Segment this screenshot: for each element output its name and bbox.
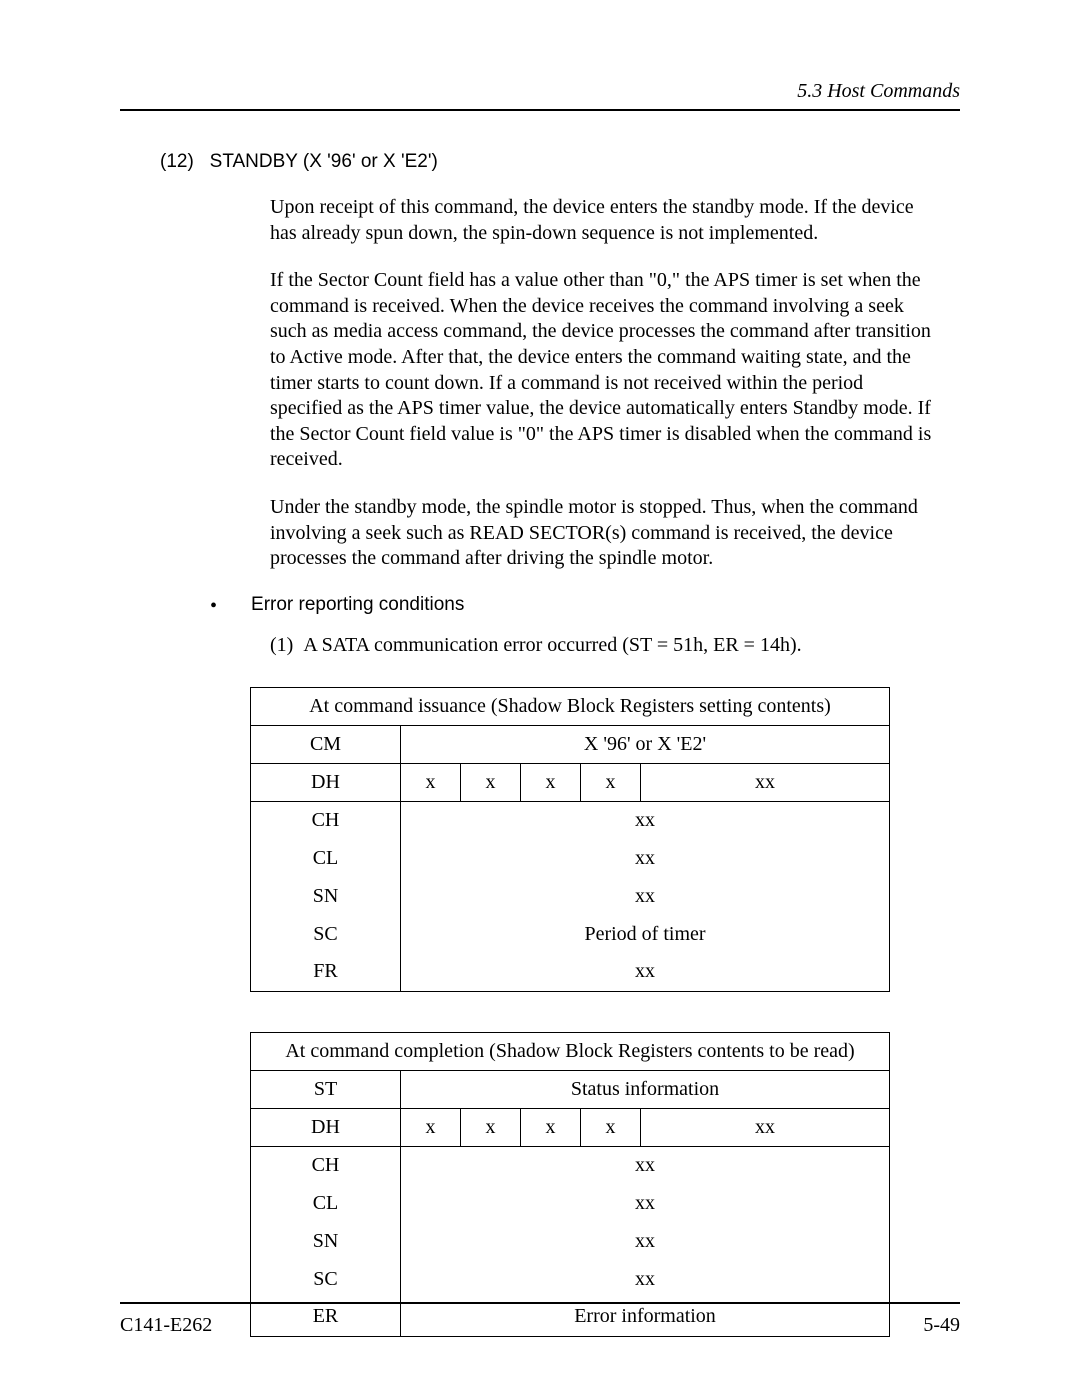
t1-ch-val: xx (401, 801, 890, 839)
section-text: STANDBY (X '96' or X 'E2') (210, 151, 438, 172)
bullet-item: • Error reporting conditions (210, 594, 960, 616)
t1-cl-val: xx (401, 839, 890, 877)
t2-ch-val: xx (401, 1146, 890, 1184)
t2-dh-b1: x (461, 1108, 521, 1146)
page-header: 5.3 Host Commands (120, 80, 960, 111)
t2-sc-label: SC (251, 1260, 401, 1298)
register-table-completion: At command completion (Shadow Block Regi… (250, 1032, 890, 1337)
t2-sn-label: SN (251, 1222, 401, 1260)
t1-dh-label: DH (251, 763, 401, 801)
t1-cm-label: CM (251, 725, 401, 763)
page: 5.3 Host Commands (12) STANDBY (X '96' o… (0, 0, 1080, 1397)
t1-ch-label: CH (251, 801, 401, 839)
t1-fr-val: xx (401, 953, 890, 991)
enum-text: A SATA communication error occurred (ST … (303, 634, 801, 656)
t2-dh-b0: x (401, 1108, 461, 1146)
table2-caption: At command completion (Shadow Block Regi… (251, 1032, 890, 1070)
t1-sc-val: Period of timer (401, 915, 890, 953)
t2-sn-val: xx (401, 1222, 890, 1260)
bullet-text: Error reporting conditions (251, 594, 464, 616)
t1-dh-b1: x (461, 763, 521, 801)
error-enum-1: (1) A SATA communication error occurred … (270, 634, 960, 657)
paragraph-2: If the Sector Count field has a value ot… (270, 268, 940, 473)
header-section: 5.3 Host Commands (797, 80, 960, 102)
page-footer: C141-E262 5-49 (120, 1302, 960, 1337)
table1-caption: At command issuance (Shadow Block Regist… (251, 687, 890, 725)
t2-dh-b3: x (581, 1108, 641, 1146)
t1-sn-val: xx (401, 877, 890, 915)
t1-dh-b2: x (521, 763, 581, 801)
paragraph-1: Upon receipt of this command, the device… (270, 195, 940, 246)
t2-cl-val: xx (401, 1184, 890, 1222)
t2-cl-label: CL (251, 1184, 401, 1222)
t1-dh-b0: x (401, 763, 461, 801)
t2-dh-label: DH (251, 1108, 401, 1146)
paragraph-3: Under the standby mode, the spindle moto… (270, 495, 940, 572)
footer-doc-id: C141-E262 (120, 1314, 212, 1337)
footer-page-num: 5-49 (923, 1314, 960, 1337)
t2-st-label: ST (251, 1070, 401, 1108)
t2-dh-b2: x (521, 1108, 581, 1146)
t1-cl-label: CL (251, 839, 401, 877)
t2-dh-rest: xx (641, 1108, 890, 1146)
section-number: (12) (160, 151, 194, 172)
t1-fr-label: FR (251, 953, 401, 991)
t1-dh-rest: xx (641, 763, 890, 801)
bullet-icon: • (210, 596, 217, 616)
t1-sc-label: SC (251, 915, 401, 953)
t2-st-val: Status information (401, 1070, 890, 1108)
enum-number: (1) (270, 634, 293, 656)
t1-cm-val: X '96' or X 'E2' (401, 725, 890, 763)
register-table-issuance: At command issuance (Shadow Block Regist… (250, 687, 890, 992)
t1-sn-label: SN (251, 877, 401, 915)
t1-dh-b3: x (581, 763, 641, 801)
t2-sc-val: xx (401, 1260, 890, 1298)
t2-ch-label: CH (251, 1146, 401, 1184)
section-title: (12) STANDBY (X '96' or X 'E2') (160, 151, 960, 173)
